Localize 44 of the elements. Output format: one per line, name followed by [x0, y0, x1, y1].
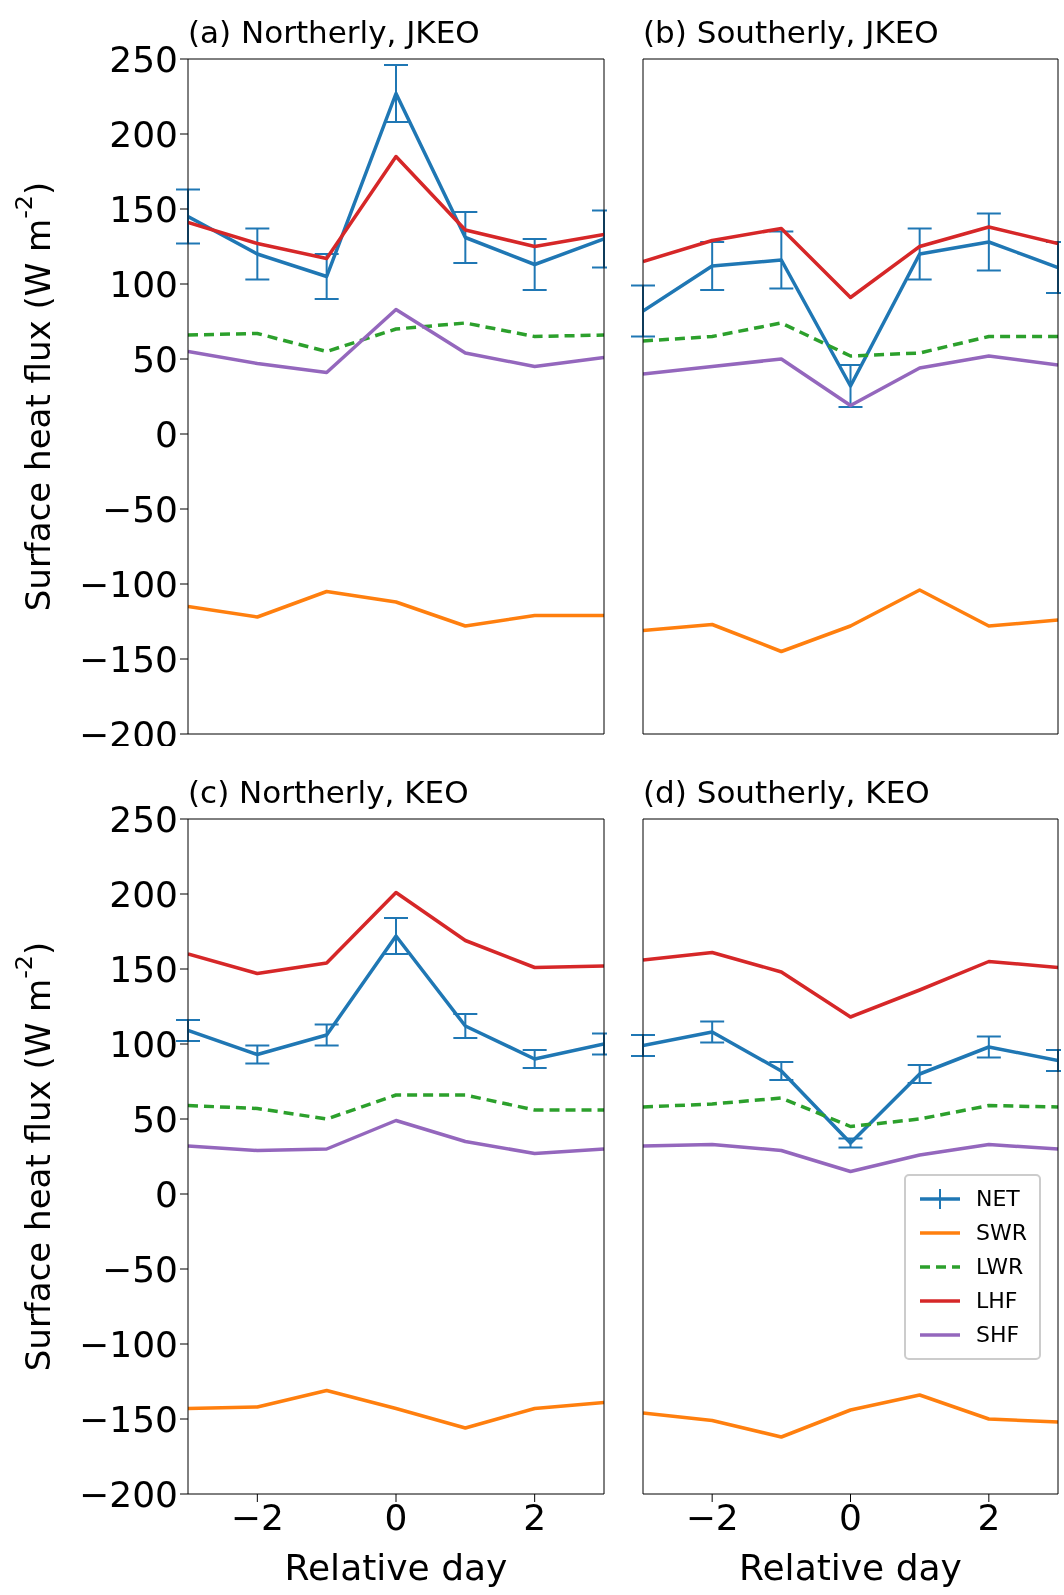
y-tick-label: 150 — [109, 948, 178, 990]
x-axis-title: Relative day — [284, 1547, 508, 1588]
legend-label: LHF — [975, 1287, 1018, 1315]
x-tick-label: 2 — [977, 1496, 1001, 1538]
y-tick-label: 150 — [109, 188, 178, 230]
x-axis-title: Relative day — [739, 1547, 962, 1588]
x-tick-label: −2 — [230, 1496, 284, 1538]
x-tick-label: 0 — [384, 1496, 408, 1538]
y-tick-label: −150 — [79, 638, 178, 680]
y-tick-label: 0 — [155, 413, 178, 455]
chart-title: (d) Southerly, KEO — [643, 774, 930, 810]
line-series — [188, 1388, 604, 1430]
line-series — [188, 1093, 604, 1121]
legend-label: SWR — [975, 1219, 1027, 1247]
y-tick-label: −100 — [79, 563, 178, 605]
chart-title: (b) Southerly, JKEO — [643, 14, 939, 50]
y-tick-label: 200 — [109, 873, 178, 915]
line-series — [188, 321, 604, 354]
line-series — [188, 890, 604, 976]
legend-label: LWR — [975, 1253, 1024, 1281]
y-tick-label: −150 — [79, 1398, 178, 1440]
y-tick-label: −50 — [102, 488, 178, 530]
line-series — [188, 154, 604, 261]
x-tick-label: −2 — [685, 1496, 739, 1538]
x-tick-label: 2 — [523, 1496, 547, 1538]
y-tick-label: 250 — [109, 798, 178, 840]
y-tick-label: 200 — [109, 113, 178, 155]
y-tick-label: 250 — [109, 38, 178, 80]
y-tick-label: 100 — [109, 1023, 178, 1065]
legend-label: NET — [975, 1185, 1020, 1213]
line-series — [188, 1118, 604, 1156]
y-tick-label: −100 — [79, 1323, 178, 1365]
y-tick-label: −50 — [102, 1248, 178, 1290]
line-series — [188, 307, 604, 375]
legend-label: SHF — [975, 1321, 1020, 1349]
y-tick-label: 50 — [132, 338, 178, 380]
x-tick-label: 0 — [839, 1496, 862, 1538]
chart-title: (a) Northerly, JKEO — [188, 14, 480, 50]
y-tick-label: 50 — [132, 1098, 178, 1140]
line-series — [188, 589, 604, 628]
y-tick-label: −200 — [79, 1473, 178, 1515]
y-tick-label: 0 — [155, 1173, 178, 1215]
y-tick-label: 100 — [109, 263, 178, 305]
chart-title: (c) Northerly, KEO — [188, 774, 469, 810]
